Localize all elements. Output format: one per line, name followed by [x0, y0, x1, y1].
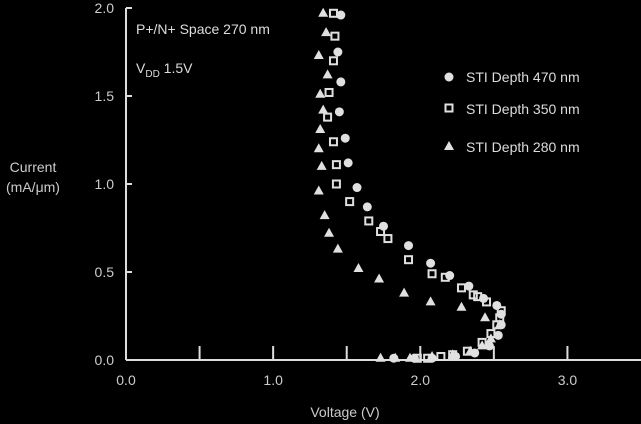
data-point-triangle [485, 333, 496, 343]
data-point-triangle [390, 352, 401, 362]
y-tick-label: 0.0 [95, 352, 115, 368]
data-point-triangle [375, 352, 386, 362]
y-tick-label: 1.5 [95, 88, 115, 104]
annotation-vdd-value: 1.5V [160, 60, 193, 76]
data-point-square [323, 112, 333, 122]
data-point-square [383, 234, 393, 244]
x-tick-label: 1.0 [263, 372, 283, 388]
legend-marker-470 [444, 72, 454, 82]
data-point-triangle [318, 104, 329, 114]
annotation-vdd-main: V [136, 60, 146, 76]
y-axis-title-line1: Current [10, 159, 57, 175]
data-point-triangle [456, 301, 467, 311]
data-point-square [440, 272, 450, 282]
data-point-circle [343, 158, 353, 168]
data-point-triangle [494, 319, 505, 329]
data-point-square [328, 8, 338, 18]
data-point-triangle [399, 287, 410, 297]
data-point-triangle [318, 7, 329, 17]
legend: STI Depth 470 nm STI Depth 350 nm STI De… [444, 69, 580, 155]
data-point-circle [484, 341, 494, 351]
data-point-triangle [465, 345, 476, 355]
legend-label-350: STI Depth 350 nm [466, 101, 580, 117]
y-tick-label: 1.0 [95, 176, 115, 192]
data-point-square [364, 216, 374, 226]
data-point-circle [426, 258, 436, 268]
data-point-triangle [480, 312, 491, 322]
data-point-triangle [374, 273, 385, 283]
legend-label-280: STI Depth 280 nm [466, 139, 580, 155]
data-point-triangle [315, 123, 326, 133]
data-point-triangle [316, 160, 327, 170]
data-point-triangle [313, 143, 324, 153]
y-axis-title-line2: (mA/μm) [6, 179, 60, 195]
legend-marker-280 [444, 141, 454, 150]
tick-labels: 0.0 0.5 1.0 1.5 2.0 0.0 1.0 2.0 3.0 [95, 0, 578, 388]
data-markers [313, 7, 506, 363]
data-point-square [473, 292, 483, 302]
data-point-triangle [332, 243, 343, 253]
data-point-circle [464, 281, 474, 291]
data-point-square [328, 137, 338, 147]
data-point-triangle [404, 352, 415, 362]
data-point-square [331, 179, 341, 189]
data-point-square [412, 353, 422, 363]
data-point-triangle [313, 185, 324, 195]
data-point-square [324, 87, 334, 97]
data-point-triangle [353, 262, 364, 272]
data-point-triangle [447, 349, 458, 359]
data-point-triangle [322, 69, 333, 79]
legend-label-470: STI Depth 470 nm [466, 69, 580, 85]
data-point-square [456, 283, 466, 293]
annotation-vdd: VDD 1.5V [136, 60, 193, 80]
data-point-triangle [315, 88, 326, 98]
data-point-circle [493, 330, 503, 340]
x-tick-label: 0.0 [116, 372, 136, 388]
data-point-triangle [477, 340, 488, 350]
data-point-square [482, 297, 491, 307]
data-point-triangle [319, 210, 330, 220]
data-point-square [404, 255, 414, 265]
data-point-triangle [324, 227, 335, 237]
y-tick-label: 2.0 [95, 0, 115, 16]
annotation-vdd-sub: DD [145, 69, 159, 80]
annotation-spacing: P+/N+ Space 270 nm [136, 21, 270, 37]
data-point-triangle [427, 350, 438, 360]
x-axis-title: Voltage (V) [310, 404, 379, 420]
x-tick-label: 2.0 [411, 372, 431, 388]
data-point-circle [336, 10, 346, 20]
data-point-circle [334, 107, 344, 117]
data-point-square [330, 31, 340, 41]
data-point-circle [333, 47, 343, 57]
y-tick-label: 0.5 [95, 264, 115, 280]
data-point-square [331, 160, 341, 170]
data-point-triangle [321, 27, 332, 37]
data-point-triangle [425, 296, 436, 306]
data-point-square [328, 56, 338, 66]
data-point-square [376, 227, 386, 237]
data-point-triangle [313, 50, 324, 60]
legend-marker-350 [444, 103, 454, 113]
data-point-square [345, 197, 355, 207]
data-point-square [427, 269, 437, 279]
x-tick-label: 3.0 [558, 372, 578, 388]
data-point-circle [404, 241, 414, 251]
data-point-circle [340, 133, 350, 143]
data-point-circle [352, 183, 362, 193]
data-point-circle [362, 202, 372, 212]
data-point-square [436, 351, 446, 361]
data-point-circle [336, 77, 346, 87]
